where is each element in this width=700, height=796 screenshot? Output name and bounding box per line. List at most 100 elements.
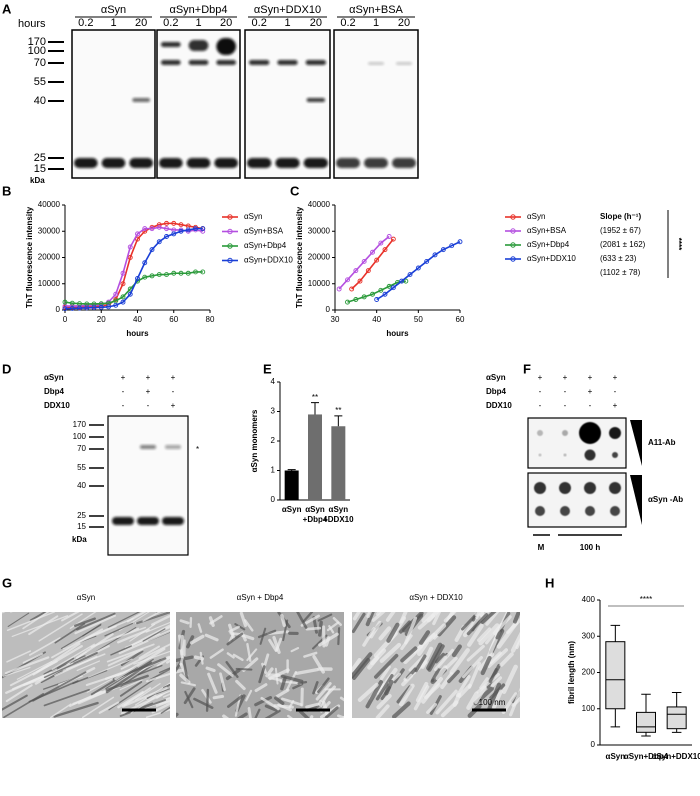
whisker [671,691,682,707]
fibril [51,643,95,671]
fibril [434,652,446,664]
row-label: αSyn [44,373,64,382]
x-axis-label: hours [126,329,149,338]
fibril [290,647,300,653]
y-axis-label: ThT fluorescence intensity [25,206,34,308]
fibril [117,691,144,709]
fibril [272,635,281,654]
data-point [415,265,421,271]
fibril [432,612,442,626]
band [216,60,236,65]
data-point [353,268,359,274]
fibril [104,622,134,637]
data-point [200,269,206,275]
legend-label: αSyn+BSA [244,227,284,236]
marker-label: 55 [77,463,86,472]
slope-title: Slope (h⁻¹) [600,212,641,221]
x-tick-label: 80 [206,315,215,324]
error-bar [287,469,296,471]
fibril [145,621,170,633]
fibril [119,681,143,697]
y-tick-label: 0 [591,740,596,749]
fibril [265,667,274,678]
series-line [64,227,203,310]
fibril [427,623,447,643]
fibril [179,673,191,684]
fibril [420,646,434,669]
fibril [245,689,253,702]
data-point [345,277,350,283]
fibril [298,709,310,718]
dot [534,482,546,494]
fibril [435,689,458,715]
y-axis-label: ThT fluorescence intensity [295,206,304,308]
fibril [352,612,361,621]
whisker [641,732,651,737]
fibril [107,648,144,667]
fibril [446,612,455,623]
fibril [160,706,170,714]
panel-letter: D [2,361,11,376]
fibril [400,646,418,663]
fibril [212,694,225,700]
fibril [116,626,147,639]
dot [562,430,568,436]
data-point [142,274,148,280]
fibril [312,681,319,695]
fibril [379,642,402,663]
image-title: αSyn + Dbp4 [237,593,284,602]
marker-label: 25 [77,511,86,520]
sign: + [613,373,618,382]
fibril [281,697,303,706]
y-tick-label: 30000 [308,226,331,235]
fibril [435,665,448,681]
fibril [22,652,44,664]
fibril [280,674,304,683]
fibril [137,664,163,676]
bar [284,470,299,500]
fibril [120,643,170,670]
x-tick-label: 30 [331,315,340,324]
fibril [116,628,150,644]
fibril [28,615,59,636]
data-point [386,283,392,289]
fibril [146,689,170,701]
fibril [243,619,254,632]
blot-frame [71,29,156,179]
data-point [200,226,206,232]
dot [585,506,595,516]
axis-label: hours [18,18,46,30]
unit-label: kDa [72,535,87,544]
fibril [135,682,161,701]
data-point [135,231,140,237]
fibril [159,700,170,705]
dot [559,482,571,494]
fibril [142,628,166,642]
fibril [418,630,431,645]
sign: + [538,373,543,382]
data-point [156,272,162,278]
fibril [474,685,487,705]
fibril [474,612,481,617]
marker-label: 40 [77,481,86,490]
fibril [328,625,335,634]
x-tick-label: αSyn+DDX10 [652,752,700,761]
data-point [120,281,126,287]
fibril [258,665,266,684]
data-point [185,227,191,233]
fibril [455,675,471,698]
dot [563,453,567,457]
x-axis-label: hours [386,329,409,338]
band [305,60,326,65]
panel-letter: H [545,575,554,590]
data-point [142,260,148,266]
fibril [399,612,408,624]
sign: + [146,387,151,396]
group-label: αSyn+BSA [349,4,403,16]
data-point [178,270,184,276]
blot-frame [527,417,627,469]
sign: - [539,387,542,396]
fibril [467,623,484,647]
legend-label: αSyn+DDX10 [244,256,293,265]
fibril [9,660,58,687]
